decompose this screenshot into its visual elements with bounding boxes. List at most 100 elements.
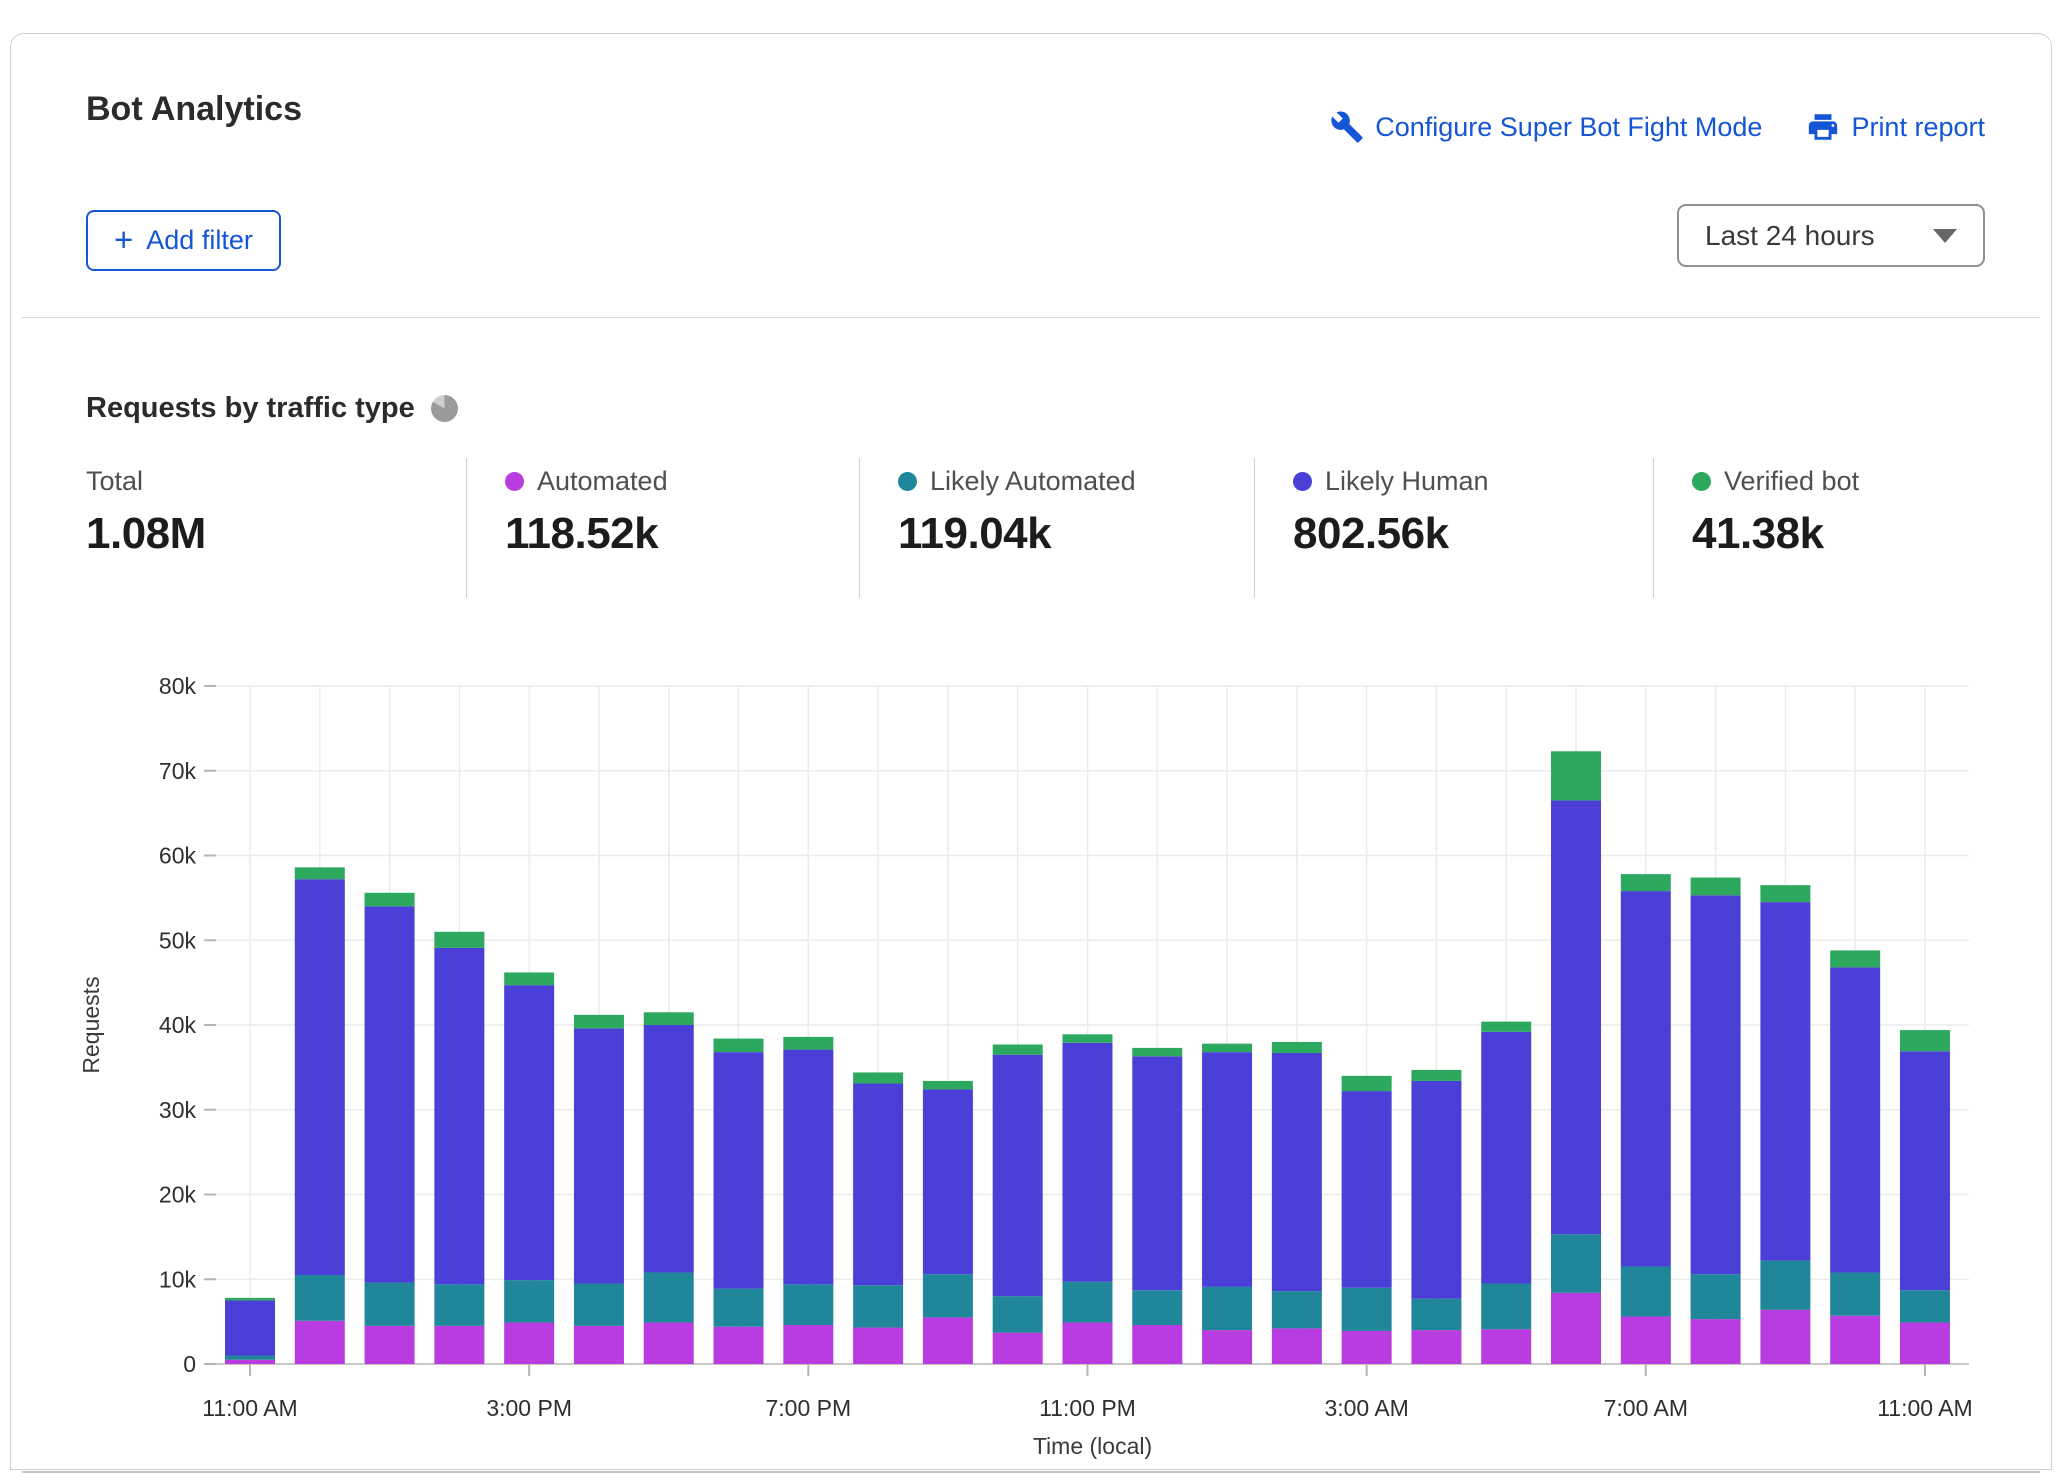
bar-segment [1481,1032,1531,1284]
bar-group-3-00-pm[interactable] [504,972,554,1364]
bar-segment [365,1283,415,1326]
bar-group-4-00-am[interactable] [1411,1070,1461,1364]
bar-group-4-00-pm[interactable] [574,1015,624,1364]
bar-group-5-00-am[interactable] [1481,1022,1531,1364]
bar-group-12-00-pm[interactable] [295,867,345,1364]
bar-segment [1062,1322,1112,1364]
stat-label: Automated [537,466,668,497]
bar-segment [853,1083,903,1285]
bar-segment [644,1012,694,1025]
bar-segment [1691,895,1741,1274]
y-tick-label: 50k [159,927,197,953]
bar-group-3-00-am[interactable] [1342,1076,1392,1364]
bar-segment [993,1333,1043,1364]
stat-label: Total [86,466,143,497]
bar-group-8-00-am[interactable] [1691,878,1741,1364]
bar-segment [1830,950,1880,967]
stat-verified-bot: Verified bot41.38k [1653,458,1985,598]
bar-segment [1691,1274,1741,1319]
bar-segment [1900,1051,1950,1290]
legend-dot [1692,472,1711,491]
bar-group-9-00-pm[interactable] [923,1081,973,1364]
bar-group-7-00-am[interactable] [1621,874,1671,1364]
print-report-link[interactable]: Print report [1806,110,1985,144]
bar-group-1-00-pm[interactable] [365,893,415,1364]
time-range-select[interactable]: Last 24 hours [1677,204,1985,267]
add-filter-button[interactable]: + Add filter [86,210,281,271]
bar-segment [1411,1081,1461,1299]
bar-group-11-00-am[interactable] [1900,1030,1950,1364]
bar-group-7-00-pm[interactable] [783,1037,833,1364]
bar-group-1-00-am[interactable] [1202,1044,1252,1364]
configure-super-bot-fight-mode-link[interactable]: Configure Super Bot Fight Mode [1330,110,1762,144]
bar-segment [923,1274,973,1317]
bar-segment [1760,902,1810,1260]
bar-segment [1551,800,1601,1234]
bar-segment [504,1322,554,1364]
pie-chart-icon [431,395,458,422]
stat-value: 119.04k [898,509,1254,559]
bar-segment [1132,1290,1182,1325]
bar-segment [993,1296,1043,1332]
bar-segment [644,1025,694,1272]
bar-group-8-00-pm[interactable] [853,1072,903,1364]
x-tick-label: 3:00 PM [486,1395,572,1421]
y-axis-title: Requests [78,976,104,1073]
bar-segment [1411,1070,1461,1081]
stat-label-row: Verified bot [1692,466,1985,497]
bar-segment [783,1050,833,1285]
bar-segment [365,906,415,1282]
bar-segment [923,1081,973,1089]
bar-segment [574,1283,624,1325]
bar-group-2-00-pm[interactable] [434,932,484,1364]
bar-segment [225,1298,275,1301]
y-tick-label: 10k [159,1266,197,1292]
bar-segment [1272,1053,1322,1291]
bar-segment [1411,1330,1461,1364]
stat-label: Likely Automated [930,466,1136,497]
bar-segment [993,1044,1043,1054]
bar-segment [714,1052,764,1288]
legend-dot [898,472,917,491]
bar-segment [1900,1322,1950,1364]
stat-likely-human: Likely Human 802.56k [1254,458,1653,598]
bar-segment [1342,1091,1392,1288]
stat-label-row: Automated [505,466,859,497]
bar-segment [434,1326,484,1364]
bar-group-11-00-pm[interactable] [1062,1034,1112,1364]
bar-segment [434,1284,484,1326]
bar-group-9-00-am[interactable] [1760,885,1810,1364]
bar-group-11-00-am[interactable] [225,1298,275,1364]
bar-segment [1830,967,1880,1272]
bar-segment [714,1039,764,1053]
x-tick-label: 3:00 AM [1324,1395,1408,1421]
x-tick-label: 11:00 PM [1039,1395,1136,1421]
bottom-divider [22,1471,2040,1473]
bar-segment [1481,1329,1531,1364]
print-link-label: Print report [1851,112,1985,143]
bar-segment [783,1037,833,1050]
bar-segment [1621,891,1671,1266]
bar-segment [1202,1052,1252,1287]
page-title: Bot Analytics [86,90,302,129]
bar-segment [853,1285,903,1327]
stat-label-row: Likely Human [1293,466,1653,497]
bar-segment [1062,1043,1112,1282]
bar-group-6-00-am[interactable] [1551,751,1601,1364]
bar-segment [504,985,554,1280]
printer-icon [1806,110,1840,144]
bar-group-10-00-am[interactable] [1830,950,1880,1364]
bar-segment [504,1280,554,1322]
bar-segment [644,1322,694,1364]
y-tick-label: 30k [159,1097,197,1123]
stat-value: 802.56k [1293,509,1653,559]
bar-group-6-00-pm[interactable] [714,1039,764,1364]
bar-group-12-00-am[interactable] [1132,1048,1182,1364]
bar-group-10-00-pm[interactable] [993,1044,1043,1364]
bar-segment [225,1356,275,1360]
bar-group-5-00-pm[interactable] [644,1012,694,1364]
chevron-down-icon [1933,229,1957,243]
bar-segment [853,1072,903,1083]
header-links: Configure Super Bot Fight Mode Print rep… [1330,110,1985,144]
bar-group-2-00-am[interactable] [1272,1042,1322,1364]
